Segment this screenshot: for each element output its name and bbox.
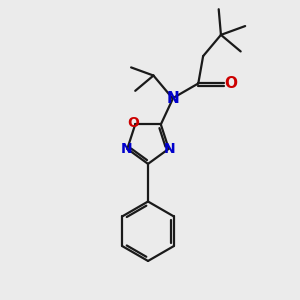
Text: N: N (121, 142, 132, 156)
Text: N: N (166, 91, 179, 106)
Text: O: O (127, 116, 139, 130)
Text: N: N (164, 142, 176, 156)
Text: O: O (224, 76, 238, 91)
